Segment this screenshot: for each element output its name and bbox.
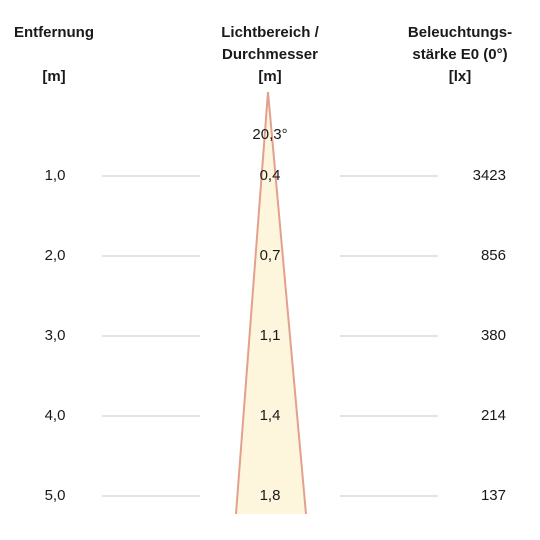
diameter-header: Lichtbereich / Durchmesser [m] <box>205 22 335 88</box>
distance-value: 3,0 <box>44 327 66 344</box>
illuminance-header: Beleuchtungs- stärke E0 (0°) [lx] <box>395 22 525 88</box>
diameter-value: 1,4 <box>259 407 281 424</box>
beam-edge-left <box>235 91 269 515</box>
beam-angle-label: 20,3° <box>252 126 288 143</box>
diameter-header-unit: [m] <box>258 68 282 85</box>
diameter-value: 1,1 <box>259 327 281 344</box>
illuminance-header-line1: Beleuchtungs- <box>407 24 513 41</box>
beam-edge-right <box>267 91 307 515</box>
illuminance-value: 3423 <box>472 167 506 184</box>
illuminance-header-unit: [lx] <box>448 68 472 85</box>
illuminance-value: 214 <box>480 407 506 424</box>
distance-value: 1,0 <box>44 167 66 184</box>
illuminance-value: 380 <box>480 327 506 344</box>
illuminance-value: 137 <box>480 487 506 504</box>
distance-value: 5,0 <box>44 487 66 504</box>
diameter-value: 0,7 <box>259 247 281 264</box>
diameter-value: 0,4 <box>259 167 281 184</box>
distance-header-title: Entfernung <box>14 24 94 41</box>
illuminance-header-line2: stärke E0 (0°) <box>412 46 508 63</box>
distance-value: 2,0 <box>44 247 66 264</box>
distance-value: 4,0 <box>44 407 66 424</box>
distance-header-unit: [m] <box>42 68 66 85</box>
diameter-value: 1,8 <box>259 487 281 504</box>
light-beam-cone <box>236 92 306 514</box>
diameter-header-line2: Durchmesser <box>222 46 318 63</box>
guide-lines <box>102 175 438 497</box>
diameter-header-line1: Lichtbereich / <box>221 24 319 41</box>
illuminance-value: 856 <box>480 247 506 264</box>
distance-header: Entfernung [m] <box>8 22 100 88</box>
